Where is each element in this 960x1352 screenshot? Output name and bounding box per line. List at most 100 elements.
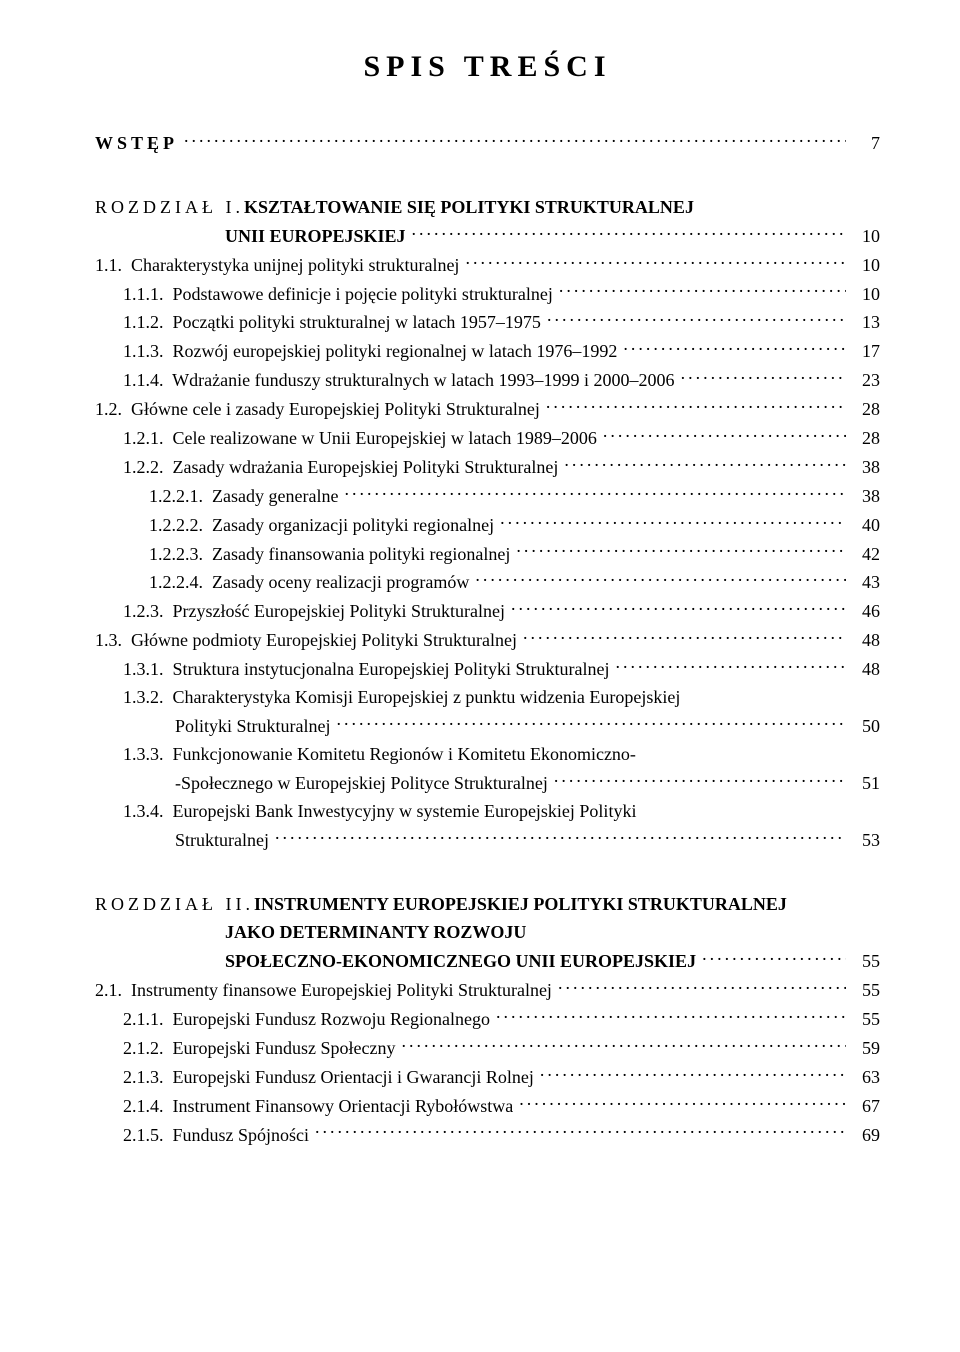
leader-dots — [475, 569, 846, 589]
leader-dots — [558, 976, 846, 996]
toc-entry-continuation: Strukturalnej 53 — [95, 826, 880, 853]
chapter-number: ROZDZIAŁ I. — [95, 194, 244, 220]
entry-label: 1.2.2.4. Zasady oceny realizacji program… — [149, 569, 469, 595]
entry-label: WSTĘP — [95, 130, 178, 156]
leader-dots — [681, 366, 846, 386]
leader-dots — [554, 769, 846, 789]
entry-label: 1.3.3. Funkcjonowanie Komitetu Regionów … — [123, 741, 636, 767]
entry-label: 1.2.2.1. Zasady generalne — [149, 483, 338, 509]
entry-label: 1.2. Główne cele i zasady Europejskiej P… — [95, 396, 540, 422]
entry-label: 1.3.4. Europejski Bank Inwestycyjny w sy… — [123, 798, 636, 824]
entry-label: 1.2.2.2. Zasady organizacji polityki reg… — [149, 512, 494, 538]
entry-page: 10 — [852, 223, 880, 249]
entry-page: 55 — [852, 948, 880, 974]
entry-label: 1.1.3. Rozwój europejskiej polityki regi… — [123, 338, 617, 364]
entry-page: 50 — [852, 713, 880, 739]
toc-entry: 1.2.2.4. Zasady oceny realizacji program… — [95, 569, 880, 596]
leader-dots — [344, 482, 846, 502]
toc-entry: 2.1.5. Fundusz Spójności 69 — [95, 1121, 880, 1148]
leader-dots — [564, 453, 846, 473]
entry-page: 23 — [852, 367, 880, 393]
leader-dots — [519, 1092, 846, 1112]
leader-dots — [315, 1121, 846, 1141]
entry-label: Polityki Strukturalnej — [123, 713, 331, 739]
toc-entry: 1.3. Główne podmioty Europejskiej Polity… — [95, 626, 880, 653]
entry-label: 1.2.1. Cele realizowane w Unii Europejsk… — [123, 425, 597, 451]
entry-page: 51 — [852, 770, 880, 796]
toc-entry: 1.2.2.2. Zasady organizacji polityki reg… — [95, 511, 880, 538]
leader-dots — [547, 309, 846, 329]
leader-dots — [546, 395, 846, 415]
entry-label: 1.1. Charakterystyka unijnej polityki st… — [95, 252, 459, 278]
toc-entry: 2.1.3. Europejski Fundusz Orientacji i G… — [95, 1063, 880, 1090]
entry-page: 28 — [852, 425, 880, 451]
entry-page: 7 — [852, 130, 880, 156]
toc-entry: 1.2.2.3. Zasady finansowania polityki re… — [95, 540, 880, 567]
entry-page: 38 — [852, 483, 880, 509]
toc-entry: 2.1.4. Instrument Finansowy Orientacji R… — [95, 1092, 880, 1119]
toc-entry: 1.2.2.1. Zasady generalne 38 — [95, 482, 880, 509]
toc-entry: 2.1. Instrumenty finansowe Europejskiej … — [95, 976, 880, 1003]
chapter-number: ROZDZIAŁ II. — [95, 891, 254, 917]
leader-dots — [623, 338, 846, 358]
entry-page: 53 — [852, 827, 880, 853]
entry-page: 10 — [852, 252, 880, 278]
toc-entry: 1.3.4. Europejski Bank Inwestycyjny w sy… — [95, 798, 880, 824]
entry-label: 1.3. Główne podmioty Europejskiej Polity… — [95, 627, 517, 653]
leader-dots — [511, 598, 846, 618]
leader-dots — [559, 280, 846, 300]
leader-dots — [523, 626, 846, 646]
entry-page: 46 — [852, 598, 880, 624]
chapter-title-line2: UNII EUROPEJSKIEJ — [225, 223, 406, 249]
leader-dots — [184, 129, 846, 149]
toc-entry: 1.3.2. Charakterystyka Komisji Europejsk… — [95, 684, 880, 710]
entry-page: 28 — [852, 396, 880, 422]
entry-page: 48 — [852, 656, 880, 682]
entry-page: 55 — [852, 1006, 880, 1032]
entry-label: 2.1. Instrumenty finansowe Europejskiej … — [95, 977, 552, 1003]
leader-dots — [496, 1005, 846, 1025]
chapter-1-heading: ROZDZIAŁ I. KSZTAŁTOWANIE SIĘ POLITYKI S… — [95, 194, 880, 249]
leader-dots — [275, 826, 846, 846]
toc-entry-wstep: WSTĘP 7 — [95, 129, 880, 156]
entry-page: 55 — [852, 977, 880, 1003]
entry-label: 1.3.1. Struktura instytucjonalna Europej… — [123, 656, 609, 682]
entry-label: 1.1.2. Początki polityki strukturalnej w… — [123, 309, 541, 335]
leader-dots — [516, 540, 846, 560]
leader-dots — [412, 222, 846, 242]
toc-entry: 1.2.1. Cele realizowane w Unii Europejsk… — [95, 424, 880, 451]
entry-label: 1.3.2. Charakterystyka Komisji Europejsk… — [123, 684, 680, 710]
toc-entry: 1.2.3. Przyszłość Europejskiej Polityki … — [95, 598, 880, 625]
entry-page: 43 — [852, 569, 880, 595]
chapter-title-line1: INSTRUMENTY EUROPEJSKIEJ POLITYKI STRUKT… — [254, 891, 787, 917]
toc-entry: 1.1.3. Rozwój europejskiej polityki regi… — [95, 338, 880, 365]
entry-label: 1.2.2.3. Zasady finansowania polityki re… — [149, 541, 510, 567]
toc-entry: 1.1.4. Wdrażanie funduszy strukturalnych… — [95, 366, 880, 393]
leader-dots — [540, 1063, 846, 1083]
entry-label: -Społecznego w Europejskiej Polityce Str… — [123, 770, 548, 796]
chapter-title-line3: SPOŁECZNO-EKONOMICZNEGO UNII EUROPEJSKIE… — [225, 948, 696, 974]
entry-page: 42 — [852, 541, 880, 567]
toc-entry: 1.1.2. Początki polityki strukturalnej w… — [95, 309, 880, 336]
toc-entry: 1.3.3. Funkcjonowanie Komitetu Regionów … — [95, 741, 880, 767]
entry-page: 48 — [852, 627, 880, 653]
entry-label: Strukturalnej — [123, 827, 269, 853]
entry-page: 69 — [852, 1122, 880, 1148]
entry-label: 2.1.5. Fundusz Spójności — [123, 1122, 309, 1148]
leader-dots — [465, 251, 846, 271]
entry-label: 1.1.1. Podstawowe definicje i pojęcie po… — [123, 281, 553, 307]
leader-dots — [500, 511, 846, 531]
entry-page: 17 — [852, 338, 880, 364]
page-title: SPIS TREŚCI — [95, 50, 880, 84]
entry-page: 63 — [852, 1064, 880, 1090]
toc-entry-continuation: Polityki Strukturalnej 50 — [95, 712, 880, 739]
entry-label: 1.2.3. Przyszłość Europejskiej Polityki … — [123, 598, 505, 624]
leader-dots — [401, 1034, 846, 1054]
entry-page: 38 — [852, 454, 880, 480]
entry-page: 10 — [852, 281, 880, 307]
entry-page: 40 — [852, 512, 880, 538]
leader-dots — [603, 424, 846, 444]
chapter-title-line1: KSZTAŁTOWANIE SIĘ POLITYKI STRUKTURALNEJ — [244, 194, 694, 220]
entry-label: 2.1.2. Europejski Fundusz Społeczny — [123, 1035, 395, 1061]
entry-page: 59 — [852, 1035, 880, 1061]
